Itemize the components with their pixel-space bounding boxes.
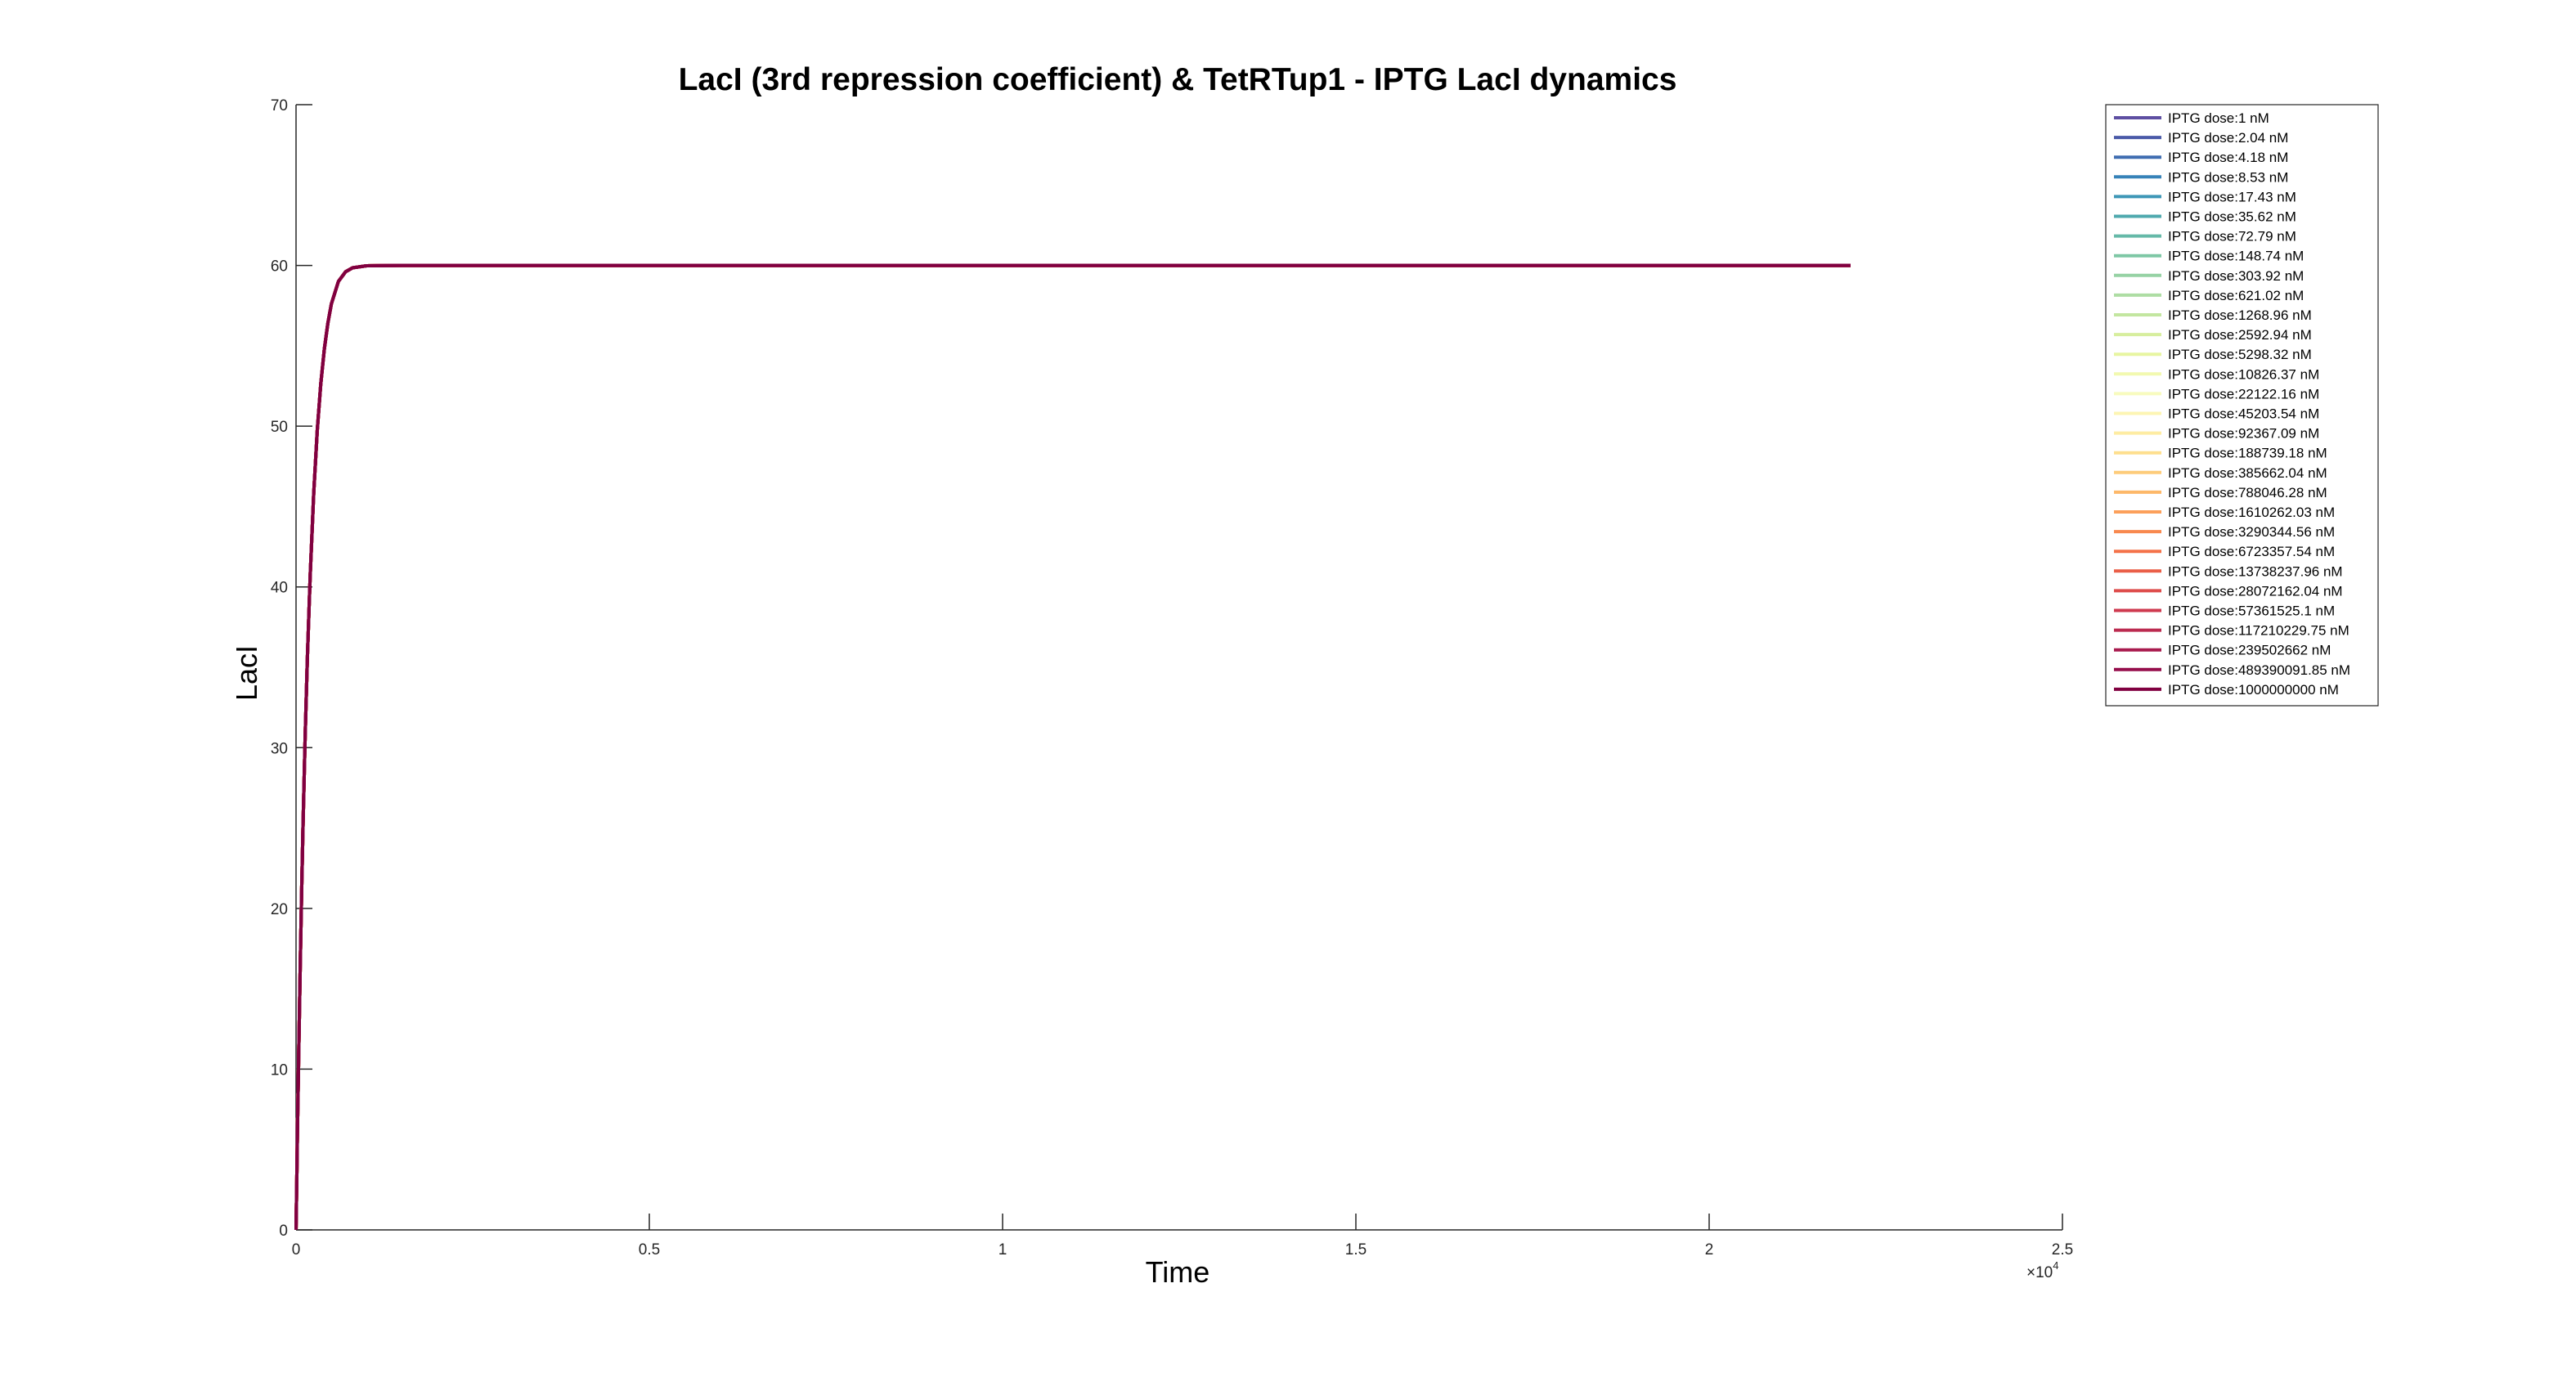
legend-entry: IPTG dose:1 nM	[2168, 110, 2269, 126]
x-tick-label: 1	[999, 1241, 1008, 1259]
series-line	[294, 263, 1851, 1231]
legend-entry: IPTG dose:788046.28 nM	[2168, 485, 2327, 500]
legend-entry: IPTG dose:2592.94 nM	[2168, 327, 2312, 343]
legend-entry: IPTG dose:4.18 nM	[2168, 150, 2288, 165]
x-axis-exponent: ×104	[2026, 1259, 2058, 1281]
x-tick-label: 1.5	[1345, 1241, 1367, 1259]
legend-entry: IPTG dose:239502662 nM	[2168, 643, 2331, 658]
y-tick-label: 40	[271, 580, 288, 597]
series-line	[294, 263, 1851, 1231]
y-tick-label: 50	[271, 419, 288, 436]
legend-entry: IPTG dose:35.62 nM	[2168, 209, 2296, 225]
x-axis-label: Time	[1146, 1255, 1210, 1289]
series-line	[294, 263, 1851, 1231]
chart-title: LacI (3rd repression coefficient) & TetR…	[679, 62, 1677, 97]
legend-entry: IPTG dose:303.92 nM	[2168, 268, 2304, 284]
legend-entry: IPTG dose:117210229.75 nM	[2168, 623, 2349, 639]
y-tick-label: 0	[279, 1223, 288, 1240]
series-line	[294, 263, 1851, 1231]
series-line	[294, 263, 1851, 1231]
legend-entry: IPTG dose:148.74 nM	[2168, 249, 2304, 264]
y-axis-label: LacI	[230, 645, 263, 701]
series-line	[294, 263, 1851, 1231]
series-line	[294, 263, 1851, 1231]
series-line	[294, 263, 1851, 1231]
legend-entry: IPTG dose:489390091.85 nM	[2168, 662, 2350, 678]
series-line	[294, 263, 1851, 1231]
legend-entry: IPTG dose:2.04 nM	[2168, 130, 2288, 146]
legend-entry: IPTG dose:5298.32 nM	[2168, 347, 2312, 362]
series-line	[294, 263, 1851, 1231]
legend-entry: IPTG dose:621.02 nM	[2168, 288, 2304, 303]
y-tick-label: 70	[271, 97, 288, 114]
legend-entry: IPTG dose:17.43 nM	[2168, 189, 2296, 204]
series-line	[294, 263, 1851, 1231]
legend-entry: IPTG dose:28072162.04 nM	[2168, 583, 2343, 599]
series-line	[294, 263, 1851, 1231]
series-line	[294, 263, 1851, 1231]
series-line	[294, 263, 1851, 1231]
legend-entry: IPTG dose:22122.16 nM	[2168, 386, 2319, 402]
legend-entry: IPTG dose:1000000000 nM	[2168, 682, 2339, 698]
legend-box	[2105, 104, 2379, 707]
y-tick-label: 30	[271, 740, 288, 757]
series-line	[294, 263, 1851, 1231]
series-line	[294, 263, 1851, 1231]
axes: 0 0.5 1 1.5 2 2.5 0 10 20 30 40 50 60 70	[271, 97, 2073, 1259]
y-tick-label: 10	[271, 1061, 288, 1079]
x-tick-label: 2.5	[2052, 1241, 2073, 1259]
y-tick-label: 20	[271, 901, 288, 918]
legend-entry: IPTG dose:92367.09 nM	[2168, 426, 2319, 442]
x-axis-exponent-base: ×10	[2026, 1264, 2053, 1281]
series-line	[294, 263, 1851, 1231]
x-tick-label: 2	[1705, 1241, 1714, 1259]
legend-entry: IPTG dose:385662.04 nM	[2168, 465, 2327, 481]
series-line	[294, 263, 1851, 1231]
legend-entry: IPTG dose:57361525.1 nM	[2168, 604, 2335, 619]
legend-entry: IPTG dose:13738237.96 nM	[2168, 563, 2343, 579]
x-tick-label: 0.5	[639, 1241, 660, 1259]
series-line	[294, 263, 1851, 1231]
series-line	[294, 263, 1851, 1231]
series-line	[294, 263, 1851, 1231]
legend-entry: IPTG dose:45203.54 nM	[2168, 406, 2319, 422]
series-line	[294, 263, 1851, 1231]
series-line	[294, 263, 1851, 1231]
series-line	[294, 263, 1851, 1231]
x-tick-label: 0	[292, 1241, 301, 1259]
legend-entry: IPTG dose:72.79 nM	[2168, 229, 2296, 245]
x-axis-exponent-power: 4	[2053, 1259, 2058, 1272]
legend-entry: IPTG dose:8.53 nM	[2168, 169, 2288, 185]
series-line	[294, 263, 1851, 1231]
series-line	[294, 263, 1851, 1231]
legend-entry: IPTG dose:6723357.54 nM	[2168, 544, 2335, 559]
legend-entry: IPTG dose:3290344.56 nM	[2168, 524, 2335, 540]
series-line	[294, 263, 1851, 1231]
series-lines	[294, 263, 1851, 1231]
series-line	[294, 263, 1851, 1231]
legend-entry: IPTG dose:1268.96 nM	[2168, 307, 2312, 323]
y-tick-label: 60	[271, 258, 288, 276]
series-line	[294, 263, 1851, 1231]
legend-entry: IPTG dose:1610262.03 nM	[2168, 505, 2335, 520]
series-line	[294, 263, 1851, 1231]
legend: IPTG dose:1 nM IPTG dose:2.04 nM IPTG dose…	[2105, 104, 2379, 707]
legend-entry: IPTG dose:188739.18 nM	[2168, 446, 2327, 461]
legend-entry: IPTG dose:10826.37 nM	[2168, 366, 2319, 382]
